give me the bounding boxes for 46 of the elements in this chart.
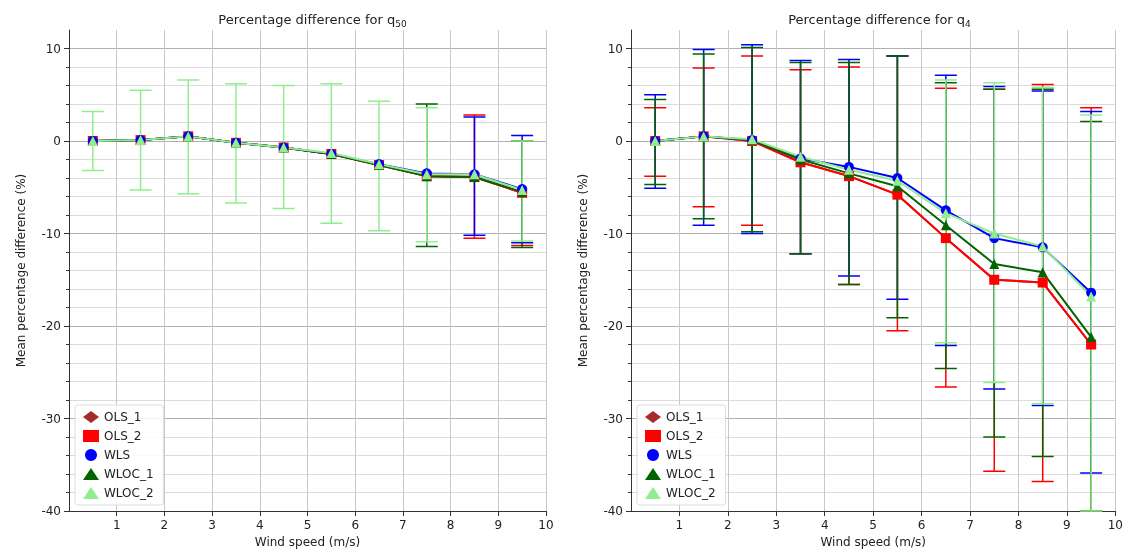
x-tick-label: 7 (399, 518, 407, 532)
x-tick-label: 10 (1107, 518, 1124, 532)
y-tick-label: -30 (603, 411, 623, 426)
y-tick-label: 0 (53, 134, 61, 148)
x-tick-label: 5 (869, 518, 877, 532)
legend-label: WLS (104, 448, 131, 462)
y-tick-label: -40 (41, 504, 61, 518)
y-tick-label: -20 (603, 319, 623, 333)
y-tick-label: -10 (603, 226, 623, 241)
legend-label: OLS_2 (666, 429, 704, 443)
x-tick-label: 3 (772, 518, 781, 532)
y-tick-label: -10 (41, 226, 61, 241)
x-tick-label: 1 (112, 518, 121, 532)
x-tick-label: 2 (160, 518, 169, 532)
x-axis-title: Wind speed (m/s) (254, 534, 361, 549)
legend-label: WLOC_2 (666, 486, 716, 500)
y-tick-label: 0 (615, 134, 623, 148)
y-tick-label: -40 (603, 504, 623, 518)
legend-label: WLS (666, 448, 693, 462)
x-tick-label: 4 (820, 518, 829, 532)
y-tick-label: -30 (41, 411, 61, 426)
y-axis-title: Mean percentage difference (%) (14, 173, 28, 368)
legend-label: WLOC_1 (104, 467, 154, 481)
y-tick-label: 10 (45, 41, 61, 56)
x-tick-label: 5 (303, 518, 312, 532)
legend-label: OLS_1 (104, 410, 142, 424)
x-tick-label: 9 (494, 518, 503, 532)
x-tick-label: 2 (724, 518, 732, 532)
x-tick-label: 3 (208, 518, 216, 532)
y-tick-label: 10 (607, 41, 623, 56)
x-tick-label: 9 (1063, 518, 1071, 532)
x-tick-label: 8 (446, 518, 455, 532)
x-tick-label: 7 (966, 518, 974, 532)
legend-label: WLOC_2 (104, 486, 154, 500)
y-tick-label: -20 (41, 319, 61, 333)
legend-label: WLOC_1 (666, 467, 716, 481)
x-axis-title: Wind speed (m/s) (820, 534, 926, 549)
x-tick-label: 4 (255, 518, 264, 532)
x-tick-label: 6 (351, 518, 360, 532)
y-axis-title: Mean percentage difference (%) (576, 173, 590, 368)
x-tick-label: 6 (917, 518, 926, 532)
legend-label: OLS_1 (666, 410, 704, 424)
legend-label: OLS_2 (104, 429, 142, 443)
x-tick-label: 8 (1014, 518, 1023, 532)
x-tick-label: 1 (675, 518, 684, 532)
x-tick-label: 10 (538, 518, 554, 532)
